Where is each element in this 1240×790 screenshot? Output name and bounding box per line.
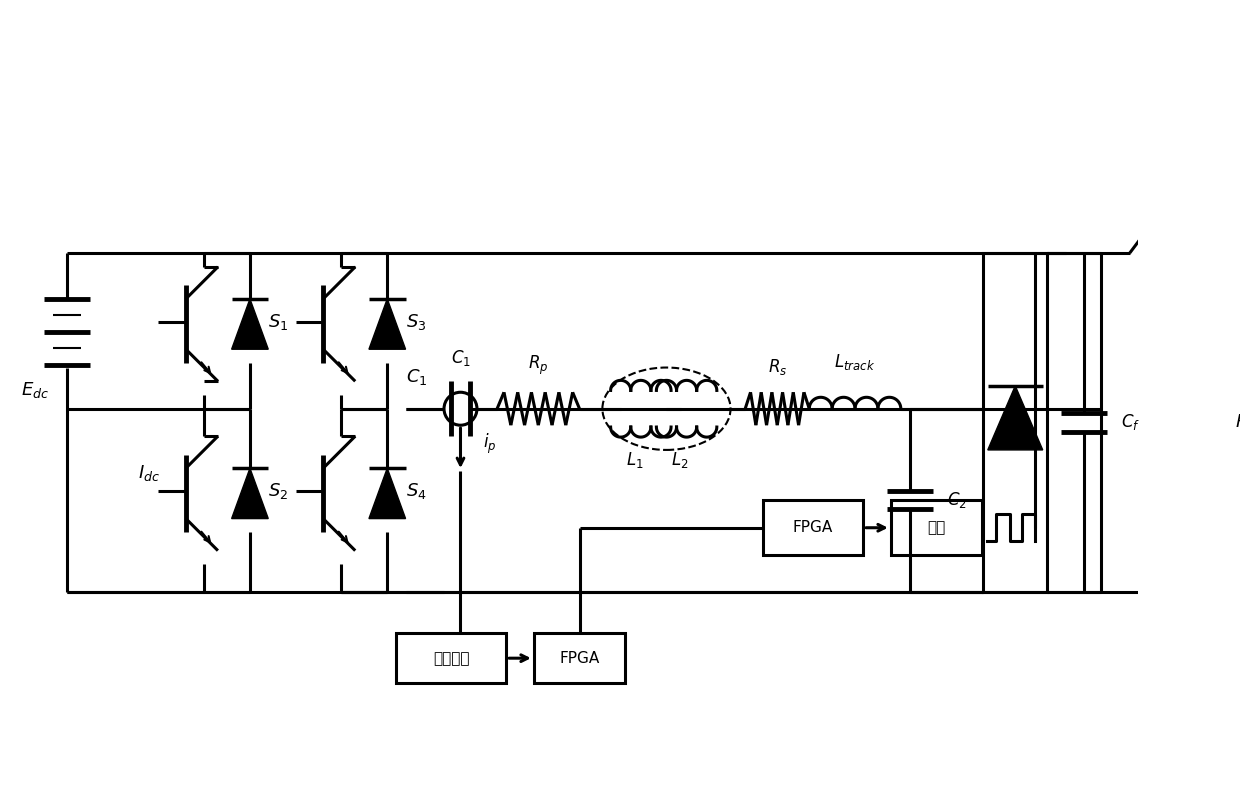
Text: $L_1$: $L_1$ (626, 450, 644, 470)
Bar (890, 500, 982, 555)
Text: $R_s$: $R_s$ (768, 357, 787, 377)
Text: $S_4$: $S_4$ (405, 481, 427, 501)
Bar (397, 633, 506, 683)
Text: $R_p$: $R_p$ (528, 353, 548, 377)
Text: 电流检测: 电流检测 (433, 651, 470, 666)
Text: FPGA: FPGA (792, 521, 833, 536)
Text: $L_{track}$: $L_{track}$ (835, 352, 875, 372)
Bar (983, 253, 1048, 592)
Polygon shape (232, 468, 268, 518)
Bar (763, 500, 863, 555)
Polygon shape (370, 468, 405, 518)
Text: $i_p$: $i_p$ (484, 431, 497, 456)
Text: $C_2$: $C_2$ (946, 491, 966, 510)
Bar (533, 633, 625, 683)
Text: $S_3$: $S_3$ (405, 312, 427, 332)
Text: $I_{dc}$: $I_{dc}$ (138, 463, 160, 483)
Text: $C_1$: $C_1$ (405, 367, 427, 386)
Text: $L_2$: $L_2$ (671, 450, 689, 470)
Polygon shape (988, 386, 1043, 450)
Text: $S_2$: $S_2$ (268, 481, 289, 501)
Text: 驱动: 驱动 (928, 521, 946, 536)
Text: FPGA: FPGA (559, 651, 600, 666)
Polygon shape (370, 299, 405, 349)
Text: $R_L$: $R_L$ (1235, 412, 1240, 432)
Text: $E_{dc}$: $E_{dc}$ (21, 381, 48, 401)
Text: $C_f$: $C_f$ (1121, 412, 1140, 432)
Text: $C_1$: $C_1$ (450, 348, 470, 367)
Text: $S_1$: $S_1$ (268, 312, 289, 332)
Polygon shape (232, 299, 268, 349)
